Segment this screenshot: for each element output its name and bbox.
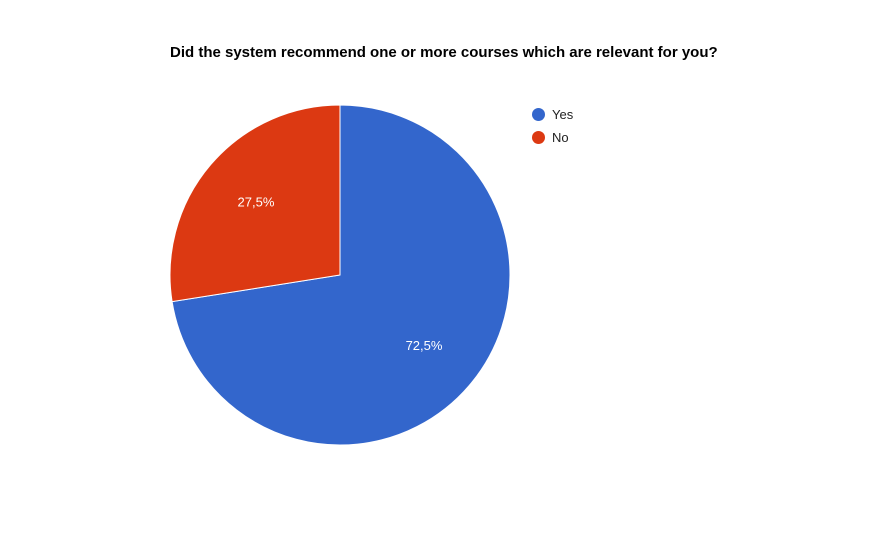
legend-swatch-no <box>532 131 545 144</box>
pie-slices <box>169 104 511 446</box>
legend-item-yes[interactable]: Yes <box>532 103 573 126</box>
pie-label-yes: 72,5% <box>406 338 443 353</box>
pie-label-no: 27,5% <box>238 195 275 210</box>
legend: Yes No <box>532 103 573 149</box>
legend-swatch-yes <box>532 108 545 121</box>
pie-labels: 72,5% 27,5% <box>238 195 443 354</box>
legend-label-yes: Yes <box>552 107 574 122</box>
chart-title: Did the system recommend one or more cou… <box>170 44 718 61</box>
legend-label-no: No <box>552 130 569 145</box>
pie-slice-no[interactable] <box>169 104 341 303</box>
pie-slice-yes[interactable] <box>171 104 511 446</box>
legend-item-no[interactable]: No <box>532 126 573 149</box>
